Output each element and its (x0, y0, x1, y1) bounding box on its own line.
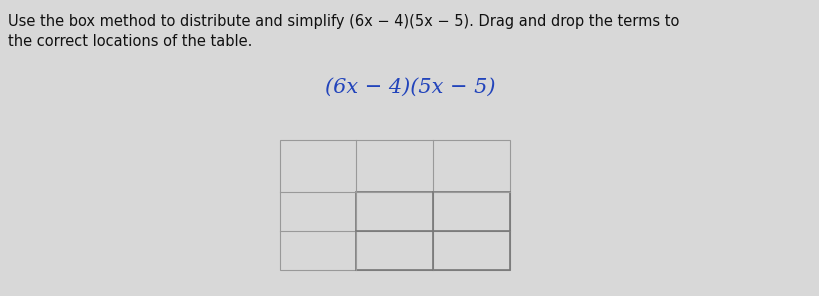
Bar (279, 140, 509, 270)
Text: (6x − 4)(5x − 5): (6x − 4)(5x − 5) (324, 78, 495, 97)
Text: Use the box method to distribute and simplify (6x − 4)(5x − 5). Drag and drop th: Use the box method to distribute and sim… (8, 14, 679, 29)
Text: the correct locations of the table.: the correct locations of the table. (8, 34, 252, 49)
Bar (355, 192, 509, 270)
